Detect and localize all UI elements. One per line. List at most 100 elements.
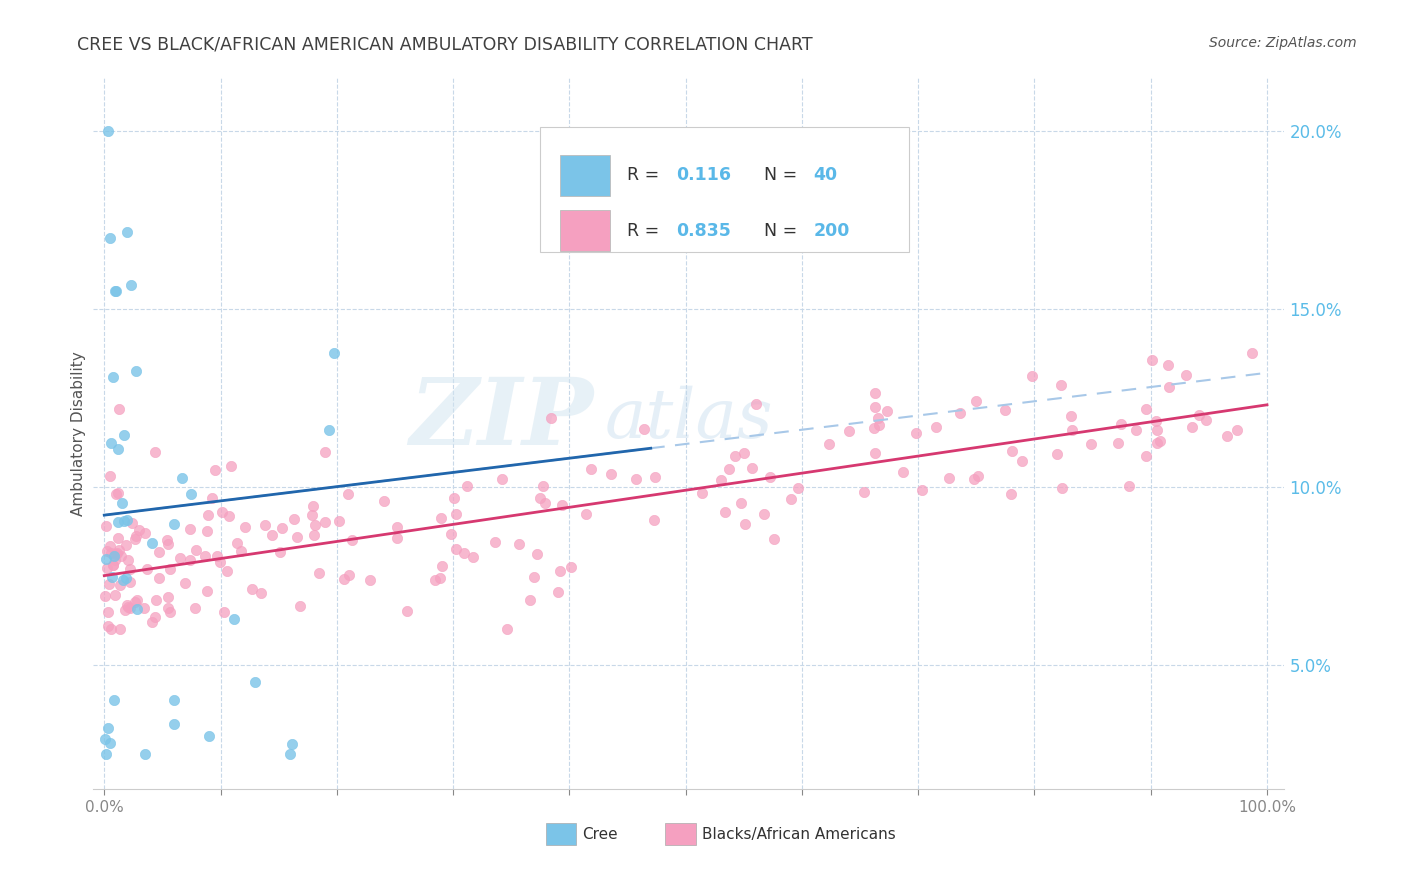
- Point: [271, 520, 294, 534]
- Point: [245, 675, 267, 690]
- Point: [560, 560, 582, 574]
- Point: [104, 552, 127, 566]
- Point: [741, 461, 763, 475]
- Point: [522, 570, 544, 584]
- Point: [443, 491, 465, 506]
- Point: [1062, 424, 1084, 438]
- Text: 0.835: 0.835: [676, 221, 731, 240]
- Point: [98, 539, 121, 553]
- Point: [1107, 436, 1129, 450]
- Point: [100, 546, 122, 560]
- Point: [207, 549, 229, 563]
- Point: [385, 520, 408, 534]
- Point: [170, 470, 193, 484]
- Point: [112, 428, 135, 442]
- Point: [734, 517, 756, 532]
- Point: [96, 561, 118, 575]
- Point: [105, 487, 128, 501]
- Point: [304, 517, 326, 532]
- Point: [117, 599, 139, 614]
- Point: [105, 547, 128, 561]
- Point: [145, 593, 167, 607]
- Point: [949, 406, 972, 420]
- Point: [217, 564, 239, 578]
- Point: [1157, 358, 1180, 372]
- Text: 0.116: 0.116: [676, 167, 731, 185]
- Point: [519, 592, 541, 607]
- Point: [124, 532, 146, 546]
- Point: [626, 471, 648, 485]
- Point: [395, 604, 418, 618]
- Point: [1146, 435, 1168, 450]
- Point: [108, 622, 131, 636]
- Point: [529, 491, 551, 505]
- Point: [125, 528, 148, 542]
- Point: [103, 369, 125, 384]
- Point: [308, 566, 330, 580]
- Point: [97, 605, 120, 619]
- Point: [278, 747, 301, 761]
- Point: [1226, 423, 1249, 437]
- Point: [110, 549, 132, 563]
- Text: Cree: Cree: [582, 827, 617, 842]
- Point: [863, 385, 886, 400]
- Text: CREE VS BLACK/AFRICAN AMERICAN AMBULATORY DISABILITY CORRELATION CHART: CREE VS BLACK/AFRICAN AMERICAN AMBULATOR…: [77, 36, 813, 54]
- Point: [1157, 380, 1180, 394]
- Point: [283, 511, 305, 525]
- Point: [107, 542, 129, 557]
- Point: [853, 484, 876, 499]
- Point: [108, 401, 131, 416]
- Point: [173, 575, 195, 590]
- Point: [745, 397, 768, 411]
- Text: R =: R =: [627, 167, 664, 185]
- Point: [862, 421, 884, 435]
- Point: [644, 470, 666, 484]
- Point: [98, 736, 121, 750]
- Point: [159, 562, 181, 576]
- Point: [752, 507, 775, 521]
- Point: [965, 393, 987, 408]
- Point: [328, 514, 350, 528]
- Point: [1149, 434, 1171, 448]
- Point: [120, 278, 142, 293]
- Text: N =: N =: [763, 221, 803, 240]
- Point: [163, 717, 186, 731]
- Point: [148, 571, 170, 585]
- Point: [440, 527, 463, 541]
- Point: [114, 571, 136, 585]
- Y-axis label: Ambulatory Disability: Ambulatory Disability: [72, 351, 86, 516]
- Point: [179, 523, 201, 537]
- Point: [1195, 413, 1218, 427]
- Point: [1021, 369, 1043, 384]
- Point: [194, 549, 217, 563]
- Point: [1181, 419, 1204, 434]
- Point: [108, 577, 131, 591]
- Point: [1144, 414, 1167, 428]
- Point: [132, 600, 155, 615]
- Point: [531, 479, 554, 493]
- Point: [643, 513, 665, 527]
- Point: [211, 505, 233, 519]
- Point: [254, 517, 277, 532]
- Point: [444, 507, 467, 521]
- Point: [905, 425, 928, 440]
- Point: [633, 422, 655, 436]
- Point: [1080, 437, 1102, 451]
- Point: [301, 508, 323, 522]
- Point: [315, 445, 337, 459]
- Point: [141, 536, 163, 550]
- Point: [600, 467, 623, 482]
- FancyBboxPatch shape: [540, 128, 910, 252]
- Point: [180, 487, 202, 501]
- Point: [786, 481, 808, 495]
- Point: [423, 573, 446, 587]
- Point: [963, 472, 986, 486]
- Point: [579, 462, 602, 476]
- Point: [496, 622, 519, 636]
- Point: [94, 519, 117, 533]
- Point: [208, 555, 231, 569]
- Point: [534, 496, 557, 510]
- Point: [966, 468, 988, 483]
- Point: [1046, 447, 1069, 461]
- Point: [104, 284, 127, 298]
